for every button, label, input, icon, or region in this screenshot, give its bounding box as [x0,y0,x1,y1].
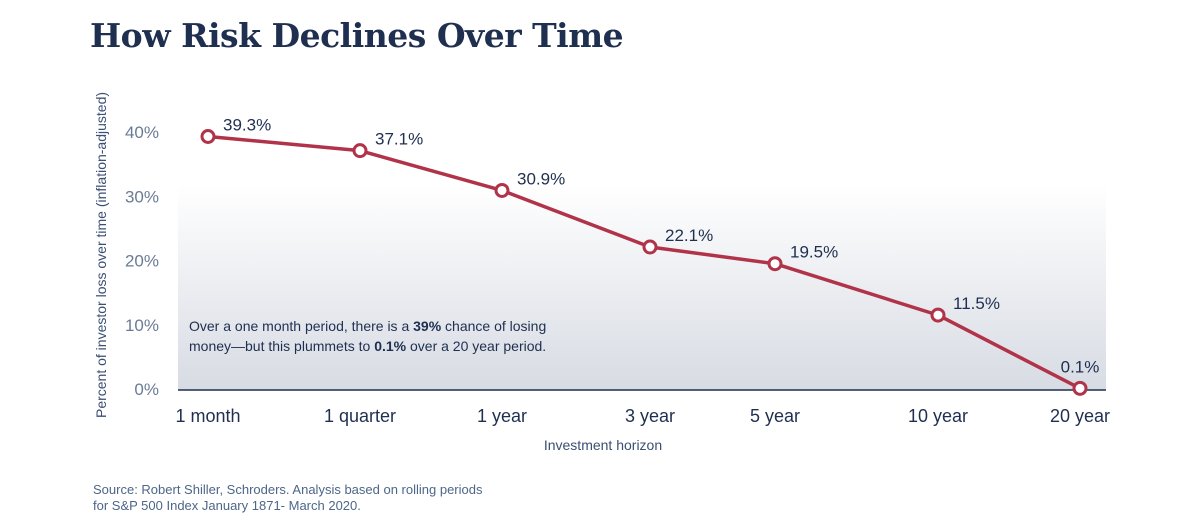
y-tick-label: 40% [125,123,159,142]
data-label: 37.1% [375,130,423,149]
source-note: Source: Robert Shiller, Schroders. Analy… [93,482,483,513]
x-axis-label: Investment horizon [544,437,662,453]
y-tick-label: 0% [134,380,159,399]
x-tick-label: 5 year [750,406,800,426]
annotation-part3: over a 20 year period. [406,338,547,354]
annotation-text: Over a one month period, there is a 39% … [189,316,549,356]
data-label: 22.1% [665,226,713,245]
data-label: 19.5% [790,243,838,262]
y-tick-label: 30% [125,187,159,206]
data-label: 11.5% [953,294,1000,313]
annotation-part2: chance of losing money—but this plummets… [189,318,547,354]
data-point [494,182,510,198]
x-tick-label: 1 quarter [324,406,396,426]
data-point [767,256,783,272]
data-point [642,239,658,255]
data-point [1072,380,1088,396]
annotation-part1: Over a one month period, there is a [189,318,414,334]
y-tick-label: 20% [125,252,159,271]
data-point [930,307,946,323]
y-tick-label: 10% [125,316,159,335]
y-axis-label: Percent of investor loss over time (infl… [93,92,109,418]
data-point [200,128,216,144]
x-tick-label: 1 month [175,406,240,426]
annotation-bold-39: 39% [413,318,442,334]
x-tick-label: 20 year [1050,406,1110,426]
x-tick-label: 3 year [625,406,675,426]
data-label: 30.9% [517,169,565,188]
plot-background [178,185,1106,390]
x-tick-label: 10 year [908,406,968,426]
data-label: 39.3% [223,115,271,134]
x-tick-label: 1 year [477,406,527,426]
annotation-bold-01: 0.1% [374,338,407,354]
data-point [352,143,368,159]
data-label: 0.1% [1061,357,1100,376]
chart-title: How Risk Declines Over Time [90,16,624,55]
